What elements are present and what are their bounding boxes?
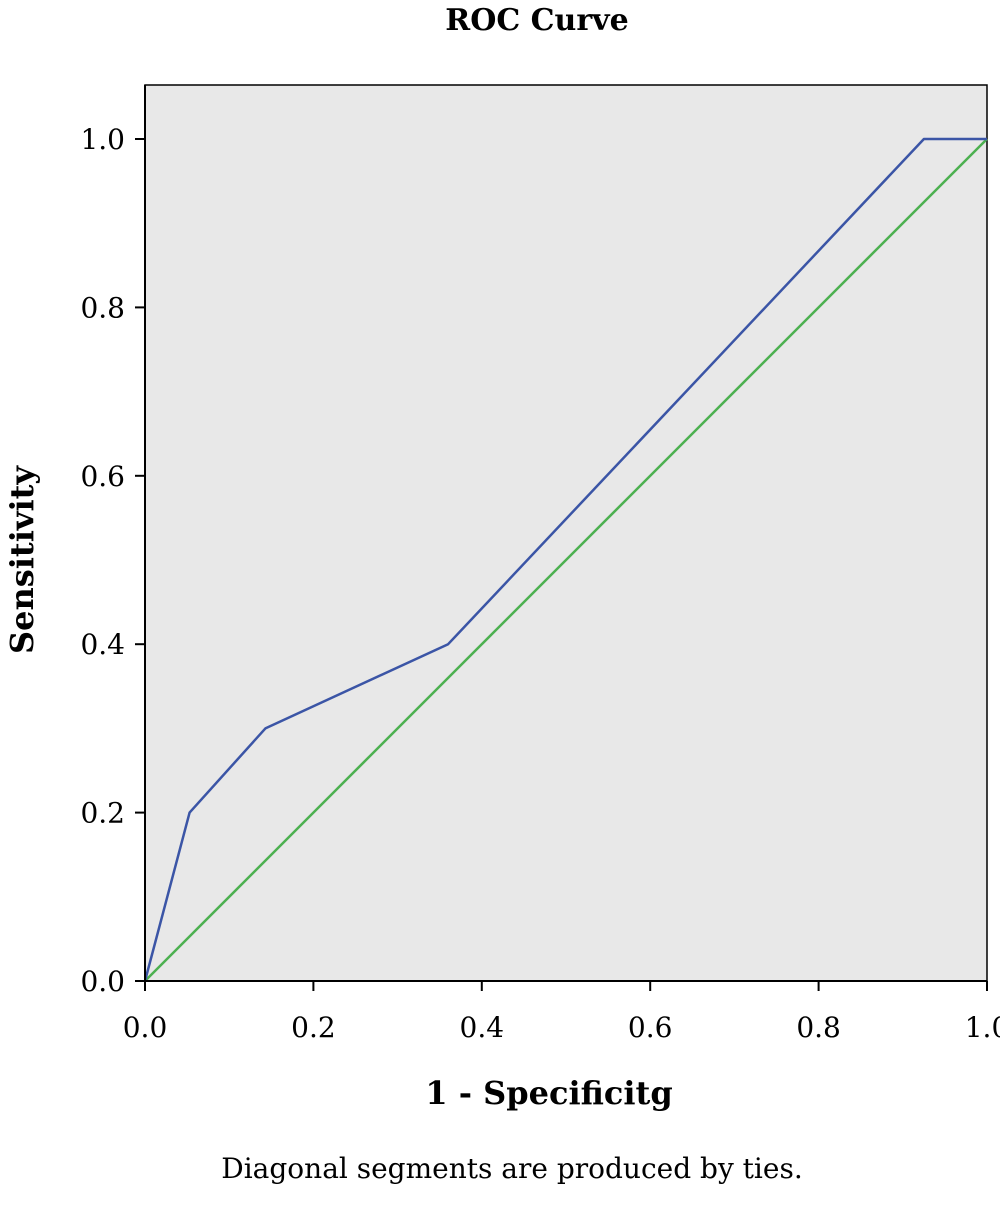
x-tick-label: 0.4 xyxy=(460,1011,505,1044)
axis-ticks: 0.0 0.2 0.4 0.6 0.8 1.0 0.0 0.2 0.4 0.6 0.8 1.0 xyxy=(80,123,1000,1044)
chart-title: ROC Curve xyxy=(445,3,628,38)
y-tick-label: 0.4 xyxy=(80,628,125,661)
x-tick-label: 0.8 xyxy=(796,1011,841,1044)
x-tick-label: 1.0 xyxy=(965,1011,1000,1044)
x-axis-title: 1 - Specificitg xyxy=(425,1074,672,1112)
x-tick-label: 0.0 xyxy=(123,1011,168,1044)
y-tick-label: 1.0 xyxy=(80,123,125,156)
y-tick-label: 0.0 xyxy=(80,965,125,998)
roc-curve-line xyxy=(143,137,987,982)
chart-footnote: Diagonal segments are produced by ties. xyxy=(221,1152,802,1185)
x-tick-label: 0.6 xyxy=(628,1011,673,1044)
x-tick-label: 0.2 xyxy=(291,1011,336,1044)
plot-area xyxy=(144,84,988,982)
y-axis-title: Sensitivity xyxy=(3,465,41,654)
series-layer xyxy=(143,137,988,982)
y-tick-label: 0.6 xyxy=(80,460,125,493)
y-tick-label: 0.8 xyxy=(80,291,125,324)
y-tick-label: 0.2 xyxy=(80,797,125,830)
reference-diagonal-line xyxy=(144,138,988,982)
